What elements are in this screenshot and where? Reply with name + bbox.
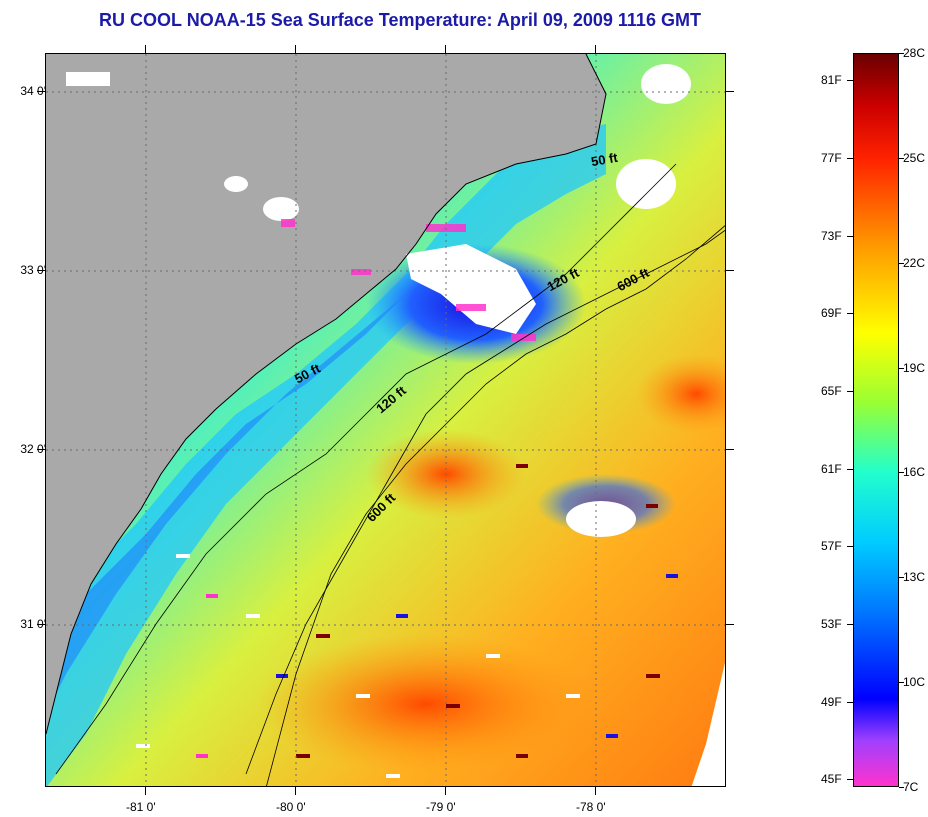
colorbar-f-label: 57F	[821, 539, 842, 553]
colorbar-f-label: 65F	[821, 384, 842, 398]
graticule	[46, 54, 725, 786]
cloud-speckle	[136, 464, 678, 778]
isobath-600ft	[266, 225, 725, 786]
colorbar-c-tick	[899, 682, 904, 683]
colorbar-c-label: 19C	[903, 361, 926, 375]
colorbar-f-tick	[847, 469, 853, 470]
colorbar-f-tick	[847, 546, 853, 547]
swath-edge	[691, 662, 725, 786]
colorbar-c-label: 25C	[903, 151, 926, 165]
colorbar-c-tick	[899, 577, 904, 578]
lon-tick-79-top	[445, 45, 446, 53]
colorbar-c-tick	[899, 368, 904, 369]
colorbar-f-tick	[847, 702, 853, 703]
lat-label-32: 32 0'	[20, 442, 46, 456]
colorbar-f-label: 73F	[821, 229, 842, 243]
warm-pool-east	[636, 354, 725, 434]
lat-tick-32	[37, 449, 45, 450]
lat-tick-33	[37, 270, 45, 271]
lat-tick-34-right	[726, 91, 734, 92]
sst-map[interactable]: 50 ft 120 ft 600 ft 50 ft 120 ft 600 ft	[45, 53, 726, 787]
lon-tick-80	[295, 787, 296, 795]
isobath-120ft	[245, 229, 725, 775]
map-title: RU COOL NOAA-15 Sea Surface Temperature:…	[99, 10, 701, 30]
lon-tick-81-top	[145, 45, 146, 53]
colorbar-f-tick	[847, 313, 853, 314]
colorbar-c-tick	[899, 263, 904, 264]
lon-label-78: -78 0'	[576, 800, 606, 814]
isobath-50ft	[55, 163, 677, 775]
lat-tick-33-right	[726, 270, 734, 271]
sst-map-svg	[46, 54, 725, 786]
colorbar-f-tick	[847, 391, 853, 392]
colorbar-f-label: 81F	[821, 73, 842, 87]
colorbar-f-tick	[847, 624, 853, 625]
colorbar-c-label: 10C	[903, 675, 926, 689]
lat-label-34: 34 0'	[20, 84, 46, 98]
coastline	[46, 54, 607, 735]
colorbar-f-label: 69F	[821, 306, 842, 320]
colorbar-f-label: 45F	[821, 772, 842, 786]
colorbar-c-label: 7C	[903, 780, 919, 794]
colorbar-c-tick	[899, 787, 904, 788]
lat-label-33: 33 0'	[20, 263, 46, 277]
temperature-colorbar	[853, 53, 899, 787]
colorbar-f-tick	[847, 80, 853, 81]
colorbar-f-label: 53F	[821, 617, 842, 631]
lat-tick-31-right	[726, 624, 734, 625]
lon-tick-78	[595, 787, 596, 795]
lon-tick-80-top	[295, 45, 296, 53]
coastal-cool-band	[46, 124, 606, 786]
lat-tick-34	[37, 91, 45, 92]
colorbar-f-label: 61F	[821, 462, 842, 476]
colorbar-f-label: 77F	[821, 151, 842, 165]
lat-tick-32-right	[726, 449, 734, 450]
lon-label-80: -80 0'	[276, 800, 306, 814]
lon-tick-81	[145, 787, 146, 795]
colorbar-f-tick	[847, 158, 853, 159]
colorbar-f-tick	[847, 779, 853, 780]
lat-tick-31	[37, 624, 45, 625]
colorbar-c-label: 28C	[903, 46, 926, 60]
cloud-patches	[66, 64, 691, 537]
colorbar-c-label: 16C	[903, 465, 926, 479]
lon-label-79: -79 0'	[426, 800, 456, 814]
lon-tick-78-top	[595, 45, 596, 53]
colorbar-c-label: 13C	[903, 570, 926, 584]
colorbar-c-tick	[899, 53, 904, 54]
lon-label-81: -81 0'	[126, 800, 156, 814]
colorbar-f-tick	[847, 236, 853, 237]
lat-label-31: 31 0'	[20, 617, 46, 631]
lon-tick-79	[445, 787, 446, 795]
colorbar-f-label: 49F	[821, 695, 842, 709]
warm-pool-south	[256, 634, 596, 774]
colorbar-c-label: 22C	[903, 256, 926, 270]
land-mass	[46, 54, 606, 734]
colorbar-c-tick	[899, 158, 904, 159]
colorbar-c-tick	[899, 472, 904, 473]
